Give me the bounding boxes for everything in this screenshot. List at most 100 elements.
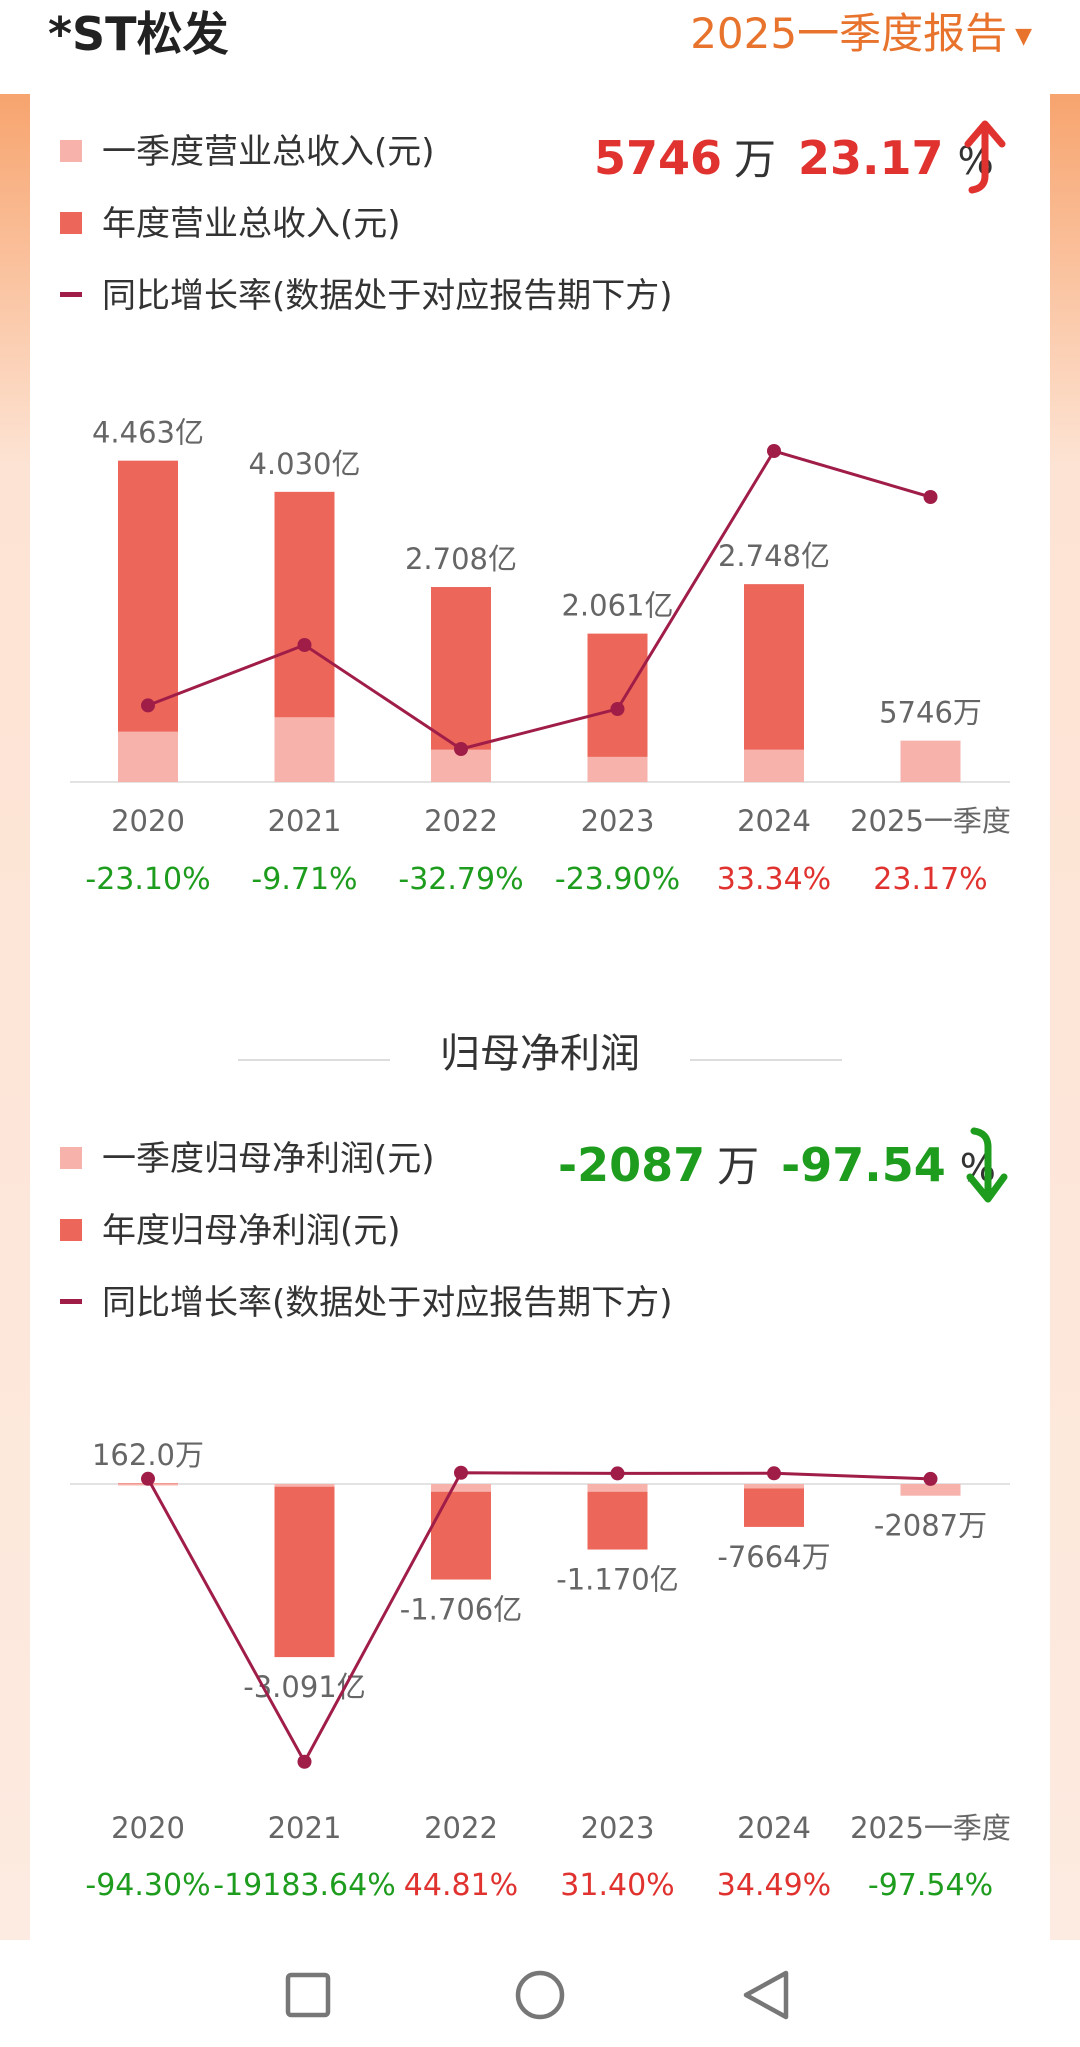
growth-rate-label: -32.79%	[398, 862, 523, 897]
growth-rate-point	[923, 490, 938, 504]
annual-bar	[274, 1484, 335, 1658]
bar-value-label: 4.463亿	[92, 416, 204, 450]
legend-quarter-revenue: 一季度营业总收入(元)	[60, 130, 435, 174]
quarter-bar	[431, 1484, 491, 1492]
growth-rate-label: -23.90%	[555, 862, 680, 897]
legend-swatch-quarter	[60, 1146, 82, 1169]
legend-annual-profit: 年度归母净利润(元)	[60, 1209, 401, 1253]
growth-rate-label: -9.71%	[251, 862, 357, 897]
legend-swatch-growth	[60, 1299, 82, 1304]
growth-rate-label: 31.40%	[560, 1868, 674, 1903]
category-label: 2020	[111, 1811, 185, 1845]
growth-rate-point	[454, 1465, 468, 1480]
growth-rate-label: 33.34%	[717, 862, 831, 897]
revenue-summary-unit: 万	[734, 135, 777, 184]
bar-value-label: 2.748亿	[718, 539, 830, 573]
legend-annual-revenue: 年度营业总收入(元)	[60, 202, 401, 246]
bar-value-label: -2087万	[874, 1509, 987, 1543]
growth-rate-point	[454, 742, 468, 756]
system-navigation-bar	[0, 1940, 1080, 2047]
growth-rate-point	[297, 638, 312, 652]
profit-summary-pct: -97.54	[781, 1138, 946, 1192]
growth-rate-point	[297, 1754, 312, 1769]
bar-value-label: -7664万	[717, 1540, 830, 1574]
growth-rate-line	[146, 1471, 931, 1765]
report-period-label: 2025一季度报告	[690, 9, 1008, 58]
profit-section-title: 归母净利润	[440, 1031, 640, 1077]
revenue-summary-value: 5746	[594, 131, 723, 185]
legend-label: 年度归母净利润(元)	[102, 1211, 401, 1251]
annual-bar	[744, 1484, 804, 1527]
bar-value-label: -1.706亿	[400, 1593, 523, 1627]
category-label: 2024	[737, 1811, 811, 1845]
category-label: 2025一季度	[850, 804, 1011, 838]
growth-rate-label: -97.54%	[868, 1868, 993, 1903]
stock-name: *ST松发	[48, 7, 229, 61]
title-divider-right	[690, 1059, 842, 1061]
legend-swatch-growth	[60, 292, 82, 297]
revenue-summary-pct: 23.17	[798, 131, 944, 185]
category-label: 2021	[268, 804, 342, 838]
category-label: 2022	[424, 804, 498, 838]
down-arrow-icon	[966, 1127, 1008, 1203]
quarter-bar	[274, 1484, 335, 1487]
profit-summary-value: -2087	[558, 1138, 706, 1192]
revenue-chart: 4.463亿 2020 -23.10% 4.030亿 2021 -9.71% 2.708亿 2…	[70, 416, 1011, 897]
card-border-right	[1050, 94, 1080, 1940]
category-label: 2022	[424, 1811, 498, 1845]
quarter-bar	[900, 740, 961, 782]
category-label: 2020	[111, 804, 185, 838]
growth-rate-point	[923, 1471, 938, 1486]
up-arrow-icon	[964, 120, 1006, 194]
growth-rate-point	[141, 1471, 155, 1486]
growth-rate-label: -94.30%	[85, 1868, 210, 1903]
growth-rate-point	[767, 1466, 781, 1481]
annual-bar	[587, 1484, 648, 1550]
square-recent-apps-icon[interactable]	[263, 1960, 353, 2030]
annual-bar	[744, 584, 804, 782]
legend-quarter-profit: 一季度归母净利润(元)	[60, 1137, 435, 1181]
category-label: 2025一季度	[850, 1811, 1011, 1845]
growth-rate-label: 44.81%	[404, 1868, 518, 1903]
profit-summary-unit: 万	[717, 1142, 760, 1191]
category-label: 2021	[268, 1811, 342, 1845]
legend-label: 同比增长率(数据处于对应报告期下方)	[102, 1283, 673, 1323]
growth-rate-point	[767, 444, 781, 458]
growth-rate-label: -23.10%	[85, 862, 210, 897]
growth-rate-label: 23.17%	[873, 862, 987, 897]
annual-bar	[431, 1484, 491, 1580]
growth-rate-point	[610, 702, 625, 716]
legend-label: 同比增长率(数据处于对应报告期下方)	[102, 276, 673, 316]
profit-chart: 162.0万2020-94.30%-3.091亿2021-19183.64%-1…	[70, 1438, 1011, 1903]
quarter-bar	[118, 731, 178, 782]
legend-revenue-growth: 同比增长率(数据处于对应报告期下方)	[60, 274, 673, 318]
profit-section-header: 归母净利润	[0, 1020, 1080, 1090]
circle-home-icon[interactable]	[495, 1960, 585, 2030]
quarter-bar	[587, 1484, 648, 1492]
category-label: 2023	[581, 804, 655, 838]
growth-rate-point	[141, 698, 155, 713]
card-border-left	[0, 94, 30, 1940]
report-period-dropdown[interactable]: 2025一季度报告 ▼	[690, 6, 1032, 65]
bar-value-label: 162.0万	[92, 1438, 204, 1472]
quarter-bar	[274, 717, 335, 782]
growth-rate-label: -19183.64%	[213, 1868, 395, 1903]
legend-label: 一季度归母净利润(元)	[102, 1139, 435, 1179]
bar-value-label: -1.170亿	[556, 1563, 679, 1597]
bar-value-label: 4.030亿	[248, 447, 360, 481]
category-label: 2023	[581, 1811, 655, 1845]
quarter-bar	[900, 1484, 961, 1496]
quarter-bar	[587, 756, 648, 782]
title-divider-left	[238, 1059, 390, 1061]
bar-value-label: 2.061亿	[561, 589, 673, 623]
legend-label: 一季度营业总收入(元)	[102, 132, 435, 172]
legend-swatch-annual	[60, 1218, 82, 1241]
growth-rate-line	[147, 449, 931, 751]
bar-value-label: 2.708亿	[405, 542, 517, 576]
profit-summary: -2087 万 -97.54%	[558, 1135, 996, 1206]
legend-swatch-annual	[60, 211, 82, 234]
quarter-bar	[744, 749, 804, 782]
triangle-back-icon[interactable]	[723, 1960, 813, 2030]
legend-label: 年度营业总收入(元)	[102, 204, 401, 244]
bar-value-label: 5746万	[879, 696, 982, 730]
